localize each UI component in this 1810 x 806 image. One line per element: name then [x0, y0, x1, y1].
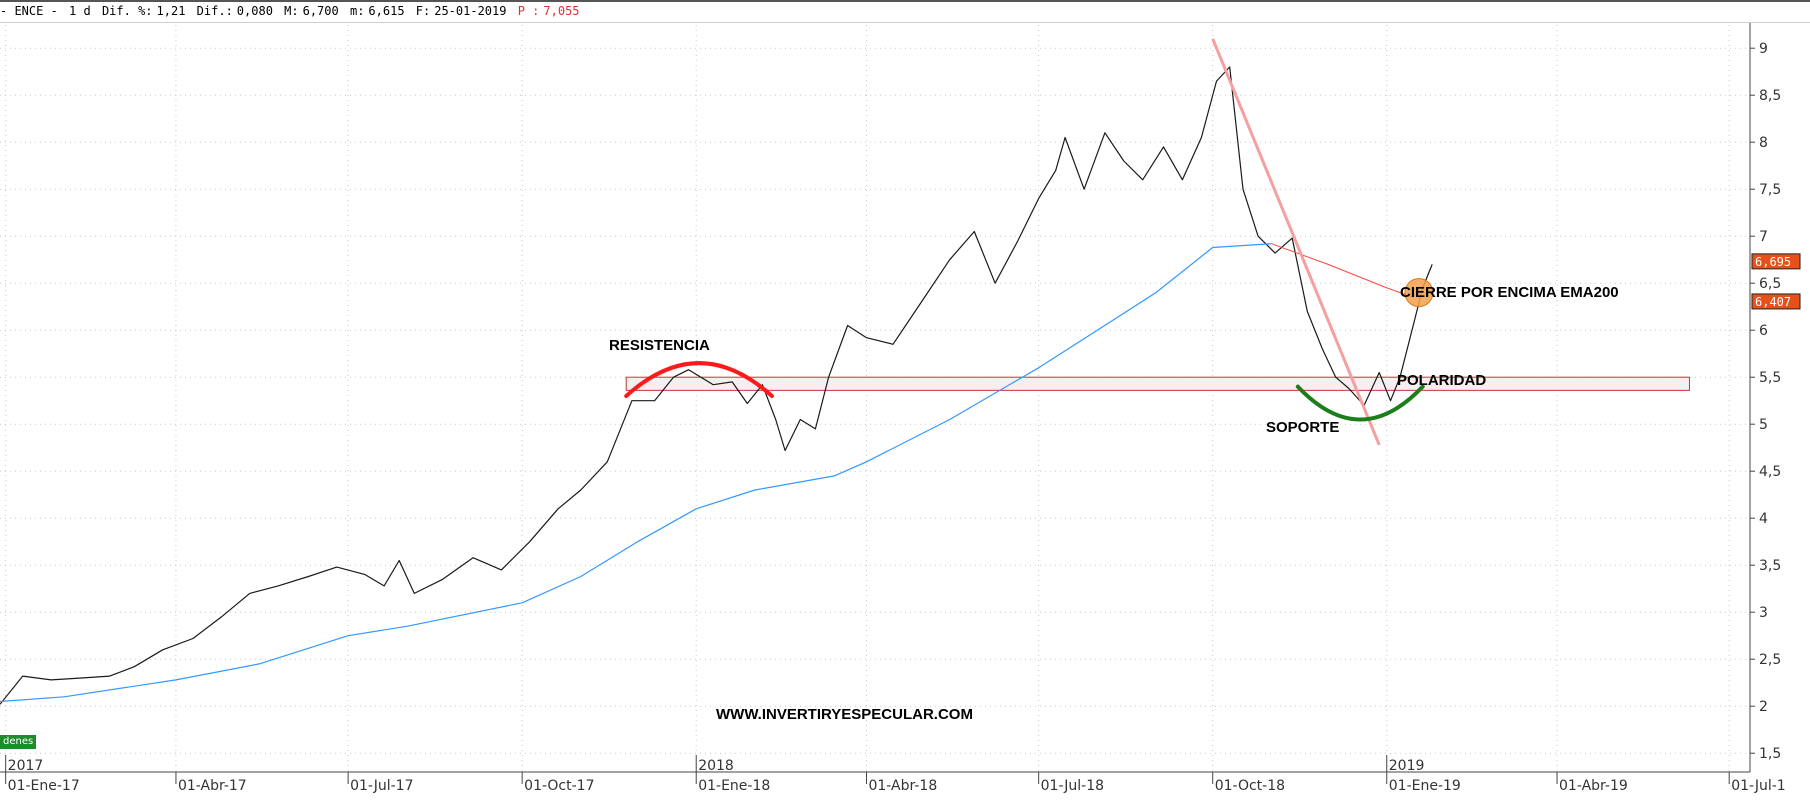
y-tick-label: 5 [1759, 417, 1768, 433]
price-badge-label: 6,407 [1755, 295, 1791, 309]
bearish-trendline [1211, 38, 1381, 446]
max: 6,700 [302, 4, 339, 18]
dif: 0,080 [236, 4, 273, 18]
x-tick-label: 01-Abr-18 [868, 778, 937, 794]
polarity-label: POLARIDAD [1397, 372, 1486, 389]
dif-pct-label: Dif. %: [101, 4, 153, 18]
date: 25-01-2019 [434, 4, 507, 18]
y-tick-label: 4 [1759, 511, 1768, 527]
support-arc [1295, 384, 1425, 422]
y-tick-label: 4,5 [1759, 464, 1781, 480]
y-tick-label: 3 [1759, 605, 1768, 621]
y-tick-label: 7,5 [1759, 182, 1781, 198]
price-badge [1751, 253, 1801, 270]
grid [0, 20, 1750, 772]
x-tick-label: 01-Ene-18 [698, 778, 770, 794]
y-tick-label: 6,5 [1759, 276, 1781, 292]
price-badge [1751, 293, 1801, 310]
quote-header: - ENCE - 1 d Dif. %: 1,21 Dif.: 0,080 M: 6,… [0, 0, 1810, 23]
x-tick-label: 01-Abr-19 [1559, 778, 1628, 794]
x-tick-labels: 01-Ene-17 01-Abr-17 01-Jul-17 01-Oct-17 01-E… [5, 755, 1786, 794]
dif-pct: 1,21 [156, 4, 186, 18]
y-tick-label: 8 [1759, 135, 1768, 151]
year-label: 2017 [8, 758, 44, 774]
x-tick-label: 01-Oct-18 [1215, 778, 1285, 794]
price-badge-label: 6,695 [1755, 255, 1791, 269]
price-line [0, 66, 1433, 705]
watermark: WWW.INVERTIRYESPECULAR.COM [716, 706, 973, 723]
y-tick-label: 2,5 [1759, 652, 1781, 668]
x-tick-label: 01-Ene-19 [1389, 778, 1461, 794]
ema200-projection-line [1271, 243, 1414, 298]
y-tick-label: 9 [1759, 41, 1768, 57]
dif-label: Dif.: [196, 4, 233, 18]
x-tick-label: 01-Abr-17 [178, 778, 247, 794]
resistance-arc [624, 361, 774, 398]
support-label: SOPORTE [1266, 419, 1339, 436]
min: 6,615 [368, 4, 405, 18]
year-label: 2018 [698, 758, 734, 774]
year-label: 2019 [1389, 758, 1425, 774]
polarity-zone-rect [625, 376, 1690, 391]
axes [0, 20, 1751, 773]
ema-cross-circle [1404, 278, 1434, 308]
x-tick-label: 01-Jul-18 [1041, 778, 1104, 794]
ticker: - ENCE - [0, 4, 58, 18]
x-tick-label: 01-Ene-17 [8, 778, 80, 794]
price: 7,055 [543, 4, 580, 18]
min-label: m: [349, 4, 365, 18]
ema200-line [0, 243, 1272, 703]
price-label: P : [517, 4, 540, 18]
cross-label: CIERRE POR ENCIMA EMA200 [1400, 284, 1619, 301]
y-tick-label: 5,5 [1759, 370, 1781, 386]
y-tick-label: 3,5 [1759, 558, 1781, 574]
price-badges: 6,695 6,407 [1751, 253, 1801, 310]
period: 1 d [69, 4, 91, 18]
volume-tag[interactable]: denes [0, 735, 37, 749]
y-tick-labels: 9 8,5 8 7,5 7 6,5 6 5,5 5 4,5 4 3,5 3 2,5 2 1,5 [1750, 41, 1781, 762]
x-tick-label: 01-Oct-17 [524, 778, 594, 794]
x-tick-label: 01-Jul-1 [1731, 778, 1786, 794]
y-tick-label: 8,5 [1759, 88, 1781, 104]
y-tick-label: 6 [1759, 323, 1768, 339]
y-tick-label: 7 [1759, 229, 1768, 245]
resistance-label: RESISTENCIA [609, 337, 710, 354]
date-label: F: [415, 4, 431, 18]
max-label: M: [284, 4, 299, 18]
y-tick-label: 2 [1759, 699, 1768, 715]
annotation-shapes [624, 38, 1434, 446]
polarity-zone [625, 376, 1690, 391]
x-tick-label: 01-Jul-17 [350, 778, 413, 794]
y-tick-label: 1,5 [1759, 746, 1781, 762]
